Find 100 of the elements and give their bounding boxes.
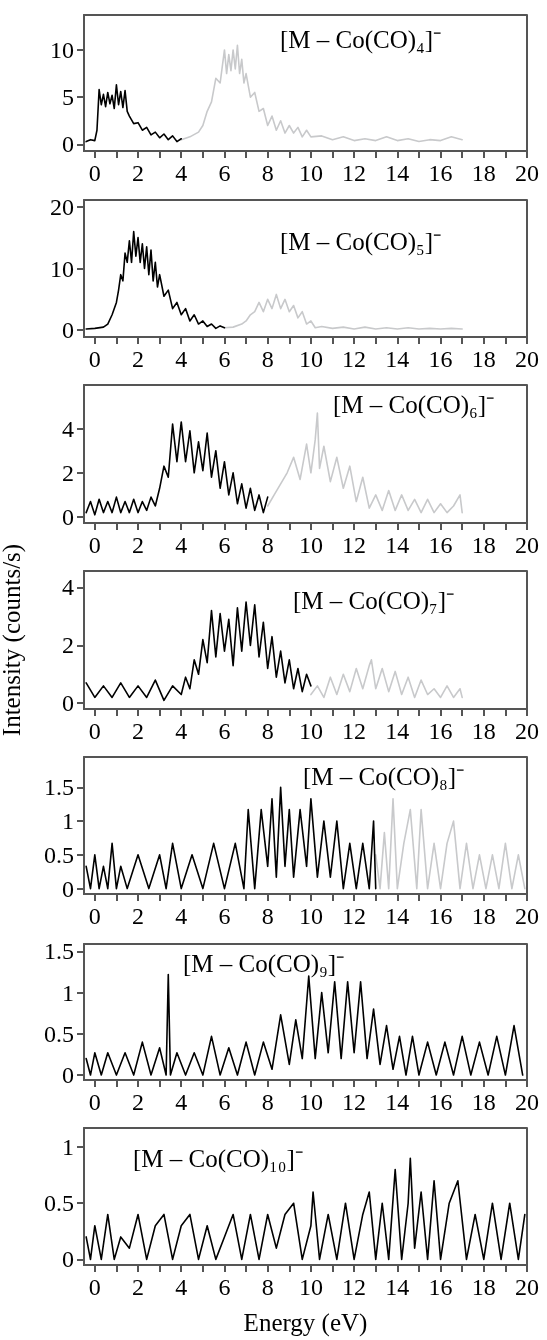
x-tick-label: 6 — [218, 903, 231, 929]
y-tick-label: 1 — [62, 808, 74, 835]
y-tick-label: 0 — [62, 504, 74, 531]
x-tick-label: 8 — [261, 160, 274, 186]
x-tick-label: 4 — [175, 160, 188, 186]
x-tick-label: 20 — [515, 718, 539, 744]
y-tick-label: 0 — [62, 317, 74, 344]
x-tick-label: 8 — [261, 718, 274, 744]
y-tick-label: 1 — [62, 979, 74, 1006]
line-series — [85, 421, 269, 516]
x-tick-label: 12 — [342, 718, 367, 744]
x-tick-label: 4 — [175, 718, 188, 744]
x-tick-label: 20 — [515, 1089, 539, 1115]
x-tick-label: 10 — [298, 718, 323, 744]
y-tick-label: 0.5 — [44, 1190, 74, 1217]
x-tick-label: 2 — [132, 903, 145, 929]
x-tick-label: 8 — [261, 346, 274, 372]
x-tick-label: 20 — [515, 160, 539, 186]
x-tick-label: 16 — [428, 532, 453, 558]
x-tick-label: 4 — [175, 1089, 188, 1115]
y-axis-title: Intensity (counts/s) — [0, 543, 26, 737]
x-tick-label: 2 — [132, 1089, 145, 1115]
x-tick-label: 14 — [385, 346, 410, 372]
x-tick-label: 0 — [88, 346, 101, 372]
chart-title: [M – Co(CO)₉]⁻ — [183, 950, 345, 978]
x-tick-label: 18 — [471, 160, 496, 186]
x-tick-label: 14 — [385, 160, 410, 186]
x-tick-label: 2 — [132, 1274, 145, 1300]
x-tick-label: 14 — [385, 1274, 410, 1300]
x-tick-label: 16 — [428, 160, 453, 186]
y-tick-label: 2 — [62, 459, 74, 486]
x-tick-label: 20 — [515, 903, 539, 929]
x-tick-label: 18 — [471, 903, 496, 929]
x-tick-label: 14 — [385, 903, 410, 929]
line-series — [223, 293, 463, 330]
y-tick-label: 0 — [62, 875, 74, 902]
x-tick-label: 2 — [132, 346, 145, 372]
y-tick-label: 20 — [50, 193, 74, 220]
x-tick-label: 2 — [132, 532, 145, 558]
x-tick-label: 6 — [218, 346, 231, 372]
x-tick-label: 12 — [342, 903, 367, 929]
y-tick-label: 2 — [62, 632, 74, 659]
y-tick-label: 1.5 — [44, 774, 74, 801]
chart-title: [M – Co(CO)₈]⁻ — [303, 763, 465, 791]
x-tick-label: 16 — [428, 346, 453, 372]
x-tick-label: 16 — [428, 1274, 453, 1300]
y-tick-label: 0.5 — [44, 841, 74, 868]
x-tick-label: 20 — [515, 346, 539, 372]
x-tick-label: 14 — [385, 718, 410, 744]
x-tick-label: 18 — [471, 718, 496, 744]
x-tick-label: 10 — [298, 346, 323, 372]
x-tick-label: 18 — [471, 532, 496, 558]
y-tick-label: 0 — [62, 1062, 74, 1089]
x-tick-label: 0 — [88, 903, 101, 929]
y-tick-label: 10 — [50, 255, 74, 282]
text: [M – Co(CO)₅]⁻ — [280, 228, 442, 256]
line-series — [85, 84, 183, 143]
y-tick-label: 1 — [62, 1134, 74, 1161]
x-tick-label: 20 — [515, 532, 539, 558]
x-tick-label: 12 — [342, 1274, 367, 1300]
x-tick-label: 8 — [261, 1089, 274, 1115]
x-tick-label: 18 — [471, 346, 496, 372]
x-tick-label: 4 — [175, 903, 188, 929]
y-tick-label: 0.5 — [44, 1020, 74, 1047]
x-tick-label: 20 — [515, 1274, 539, 1300]
x-axis-title: Energy (eV) — [243, 1309, 368, 1337]
y-tick-label: 1.5 — [44, 938, 74, 965]
x-tick-label: 4 — [175, 1274, 188, 1300]
x-tick-label: 6 — [218, 160, 231, 186]
x-tick-label: 18 — [471, 1089, 496, 1115]
chart-title: [M – Co(CO)₆]⁻ — [333, 391, 495, 419]
x-tick-label: 16 — [428, 903, 453, 929]
y-tick-label: 10 — [50, 36, 74, 63]
x-tick-label: 0 — [88, 160, 101, 186]
x-tick-label: 8 — [261, 1274, 274, 1300]
x-tick-label: 6 — [218, 718, 231, 744]
x-tick-label: 6 — [218, 1089, 231, 1115]
x-tick-label: 6 — [218, 532, 231, 558]
line-series — [310, 659, 463, 699]
y-tick-label: 0 — [62, 131, 74, 158]
y-tick-label: 4 — [62, 574, 74, 601]
x-tick-label: 4 — [175, 532, 188, 558]
text: [M – Co(CO)₇]⁻ — [293, 587, 455, 615]
x-tick-label: 10 — [298, 1089, 323, 1115]
x-tick-label: 10 — [298, 532, 323, 558]
line-series — [374, 798, 526, 890]
x-tick-label: 6 — [218, 1274, 231, 1300]
x-tick-label: 8 — [261, 903, 274, 929]
x-tick-label: 0 — [88, 532, 101, 558]
x-tick-label: 12 — [342, 346, 367, 372]
x-tick-label: 10 — [298, 160, 323, 186]
x-tick-label: 0 — [88, 1274, 101, 1300]
x-tick-label: 0 — [88, 718, 101, 744]
y-tick-label: 5 — [62, 84, 74, 111]
x-tick-label: 16 — [428, 1089, 453, 1115]
x-tick-label: 18 — [471, 1274, 496, 1300]
x-tick-label: 2 — [132, 160, 145, 186]
x-tick-label: 10 — [298, 903, 323, 929]
y-tick-label: 0 — [62, 690, 74, 717]
x-tick-label: 10 — [298, 1274, 323, 1300]
